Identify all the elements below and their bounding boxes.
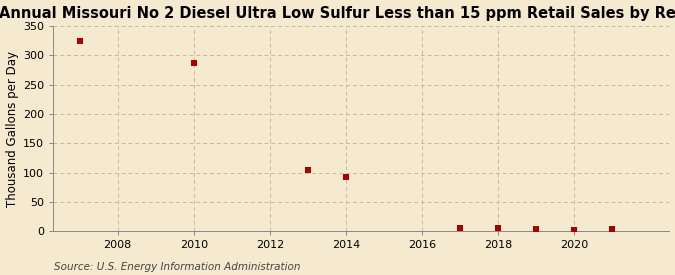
Title: Annual Missouri No 2 Diesel Ultra Low Sulfur Less than 15 ppm Retail Sales by Re: Annual Missouri No 2 Diesel Ultra Low Su… xyxy=(0,6,675,21)
Point xyxy=(569,228,580,232)
Point xyxy=(607,227,618,232)
Point xyxy=(188,61,199,65)
Point xyxy=(340,174,351,179)
Text: Source: U.S. Energy Information Administration: Source: U.S. Energy Information Administ… xyxy=(54,262,300,272)
Y-axis label: Thousand Gallons per Day: Thousand Gallons per Day xyxy=(5,51,18,207)
Point xyxy=(493,226,504,230)
Point xyxy=(455,226,466,230)
Point xyxy=(302,167,313,172)
Point xyxy=(531,227,541,232)
Point xyxy=(74,38,85,43)
